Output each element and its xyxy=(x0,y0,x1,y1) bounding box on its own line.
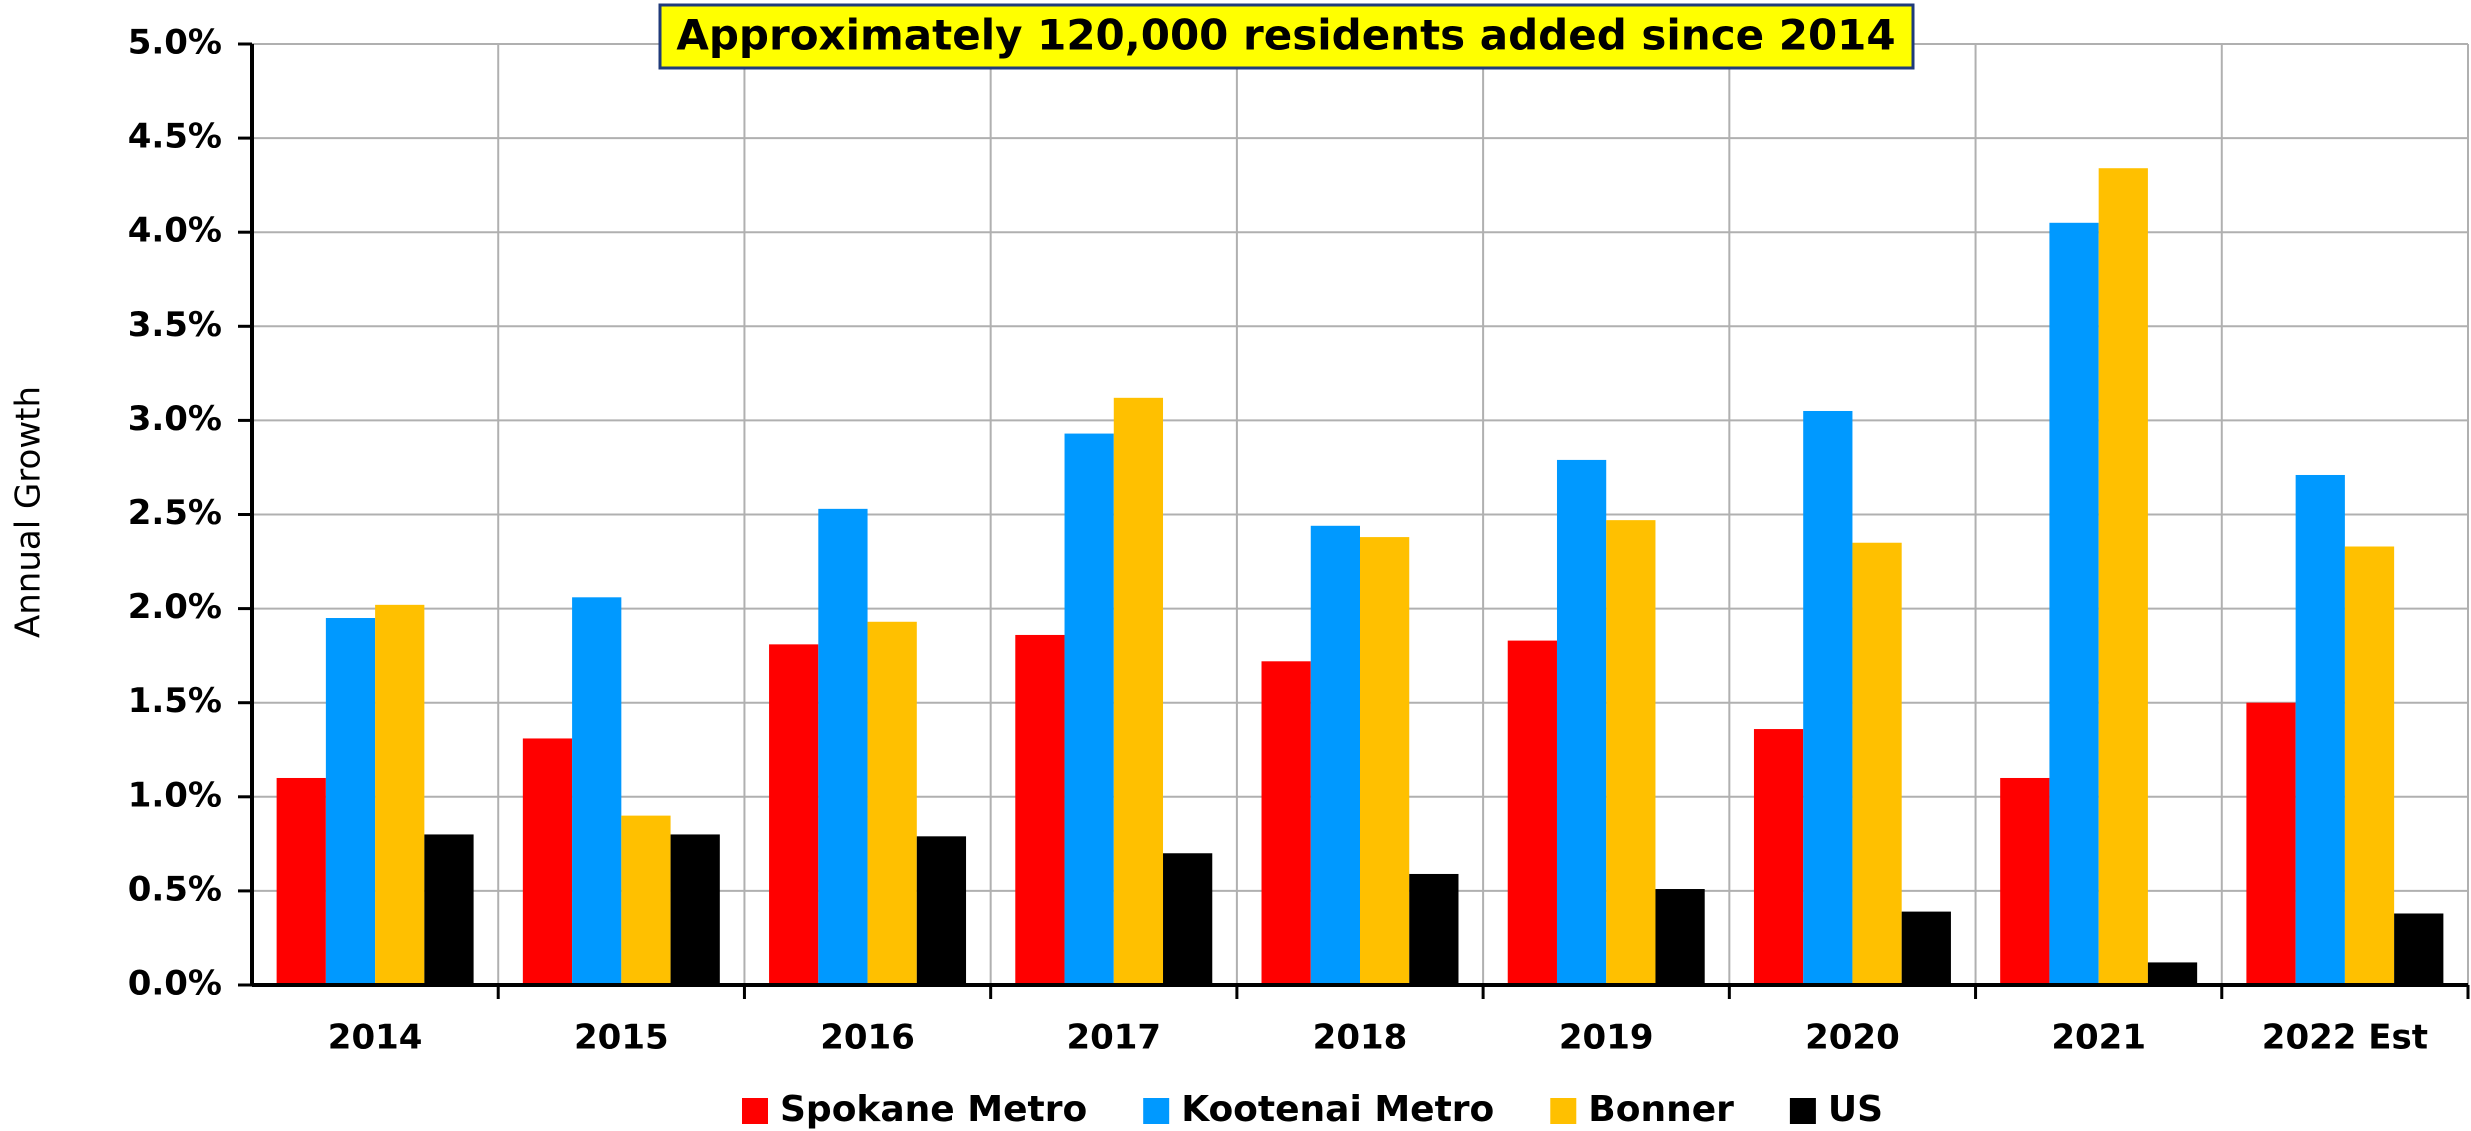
bar xyxy=(2246,702,2296,985)
legend-swatch xyxy=(1143,1098,1170,1124)
legend-label: US xyxy=(1828,1089,1883,1130)
bar xyxy=(2000,777,2050,985)
y-tick-label: 1.0% xyxy=(128,775,222,815)
bar xyxy=(1310,525,1360,985)
bar xyxy=(276,777,326,985)
x-tick-label: 2018 xyxy=(1313,1018,1408,1058)
legend-label: Bonner xyxy=(1588,1089,1734,1130)
bars xyxy=(276,168,2444,986)
x-tick-label: 2022 Est xyxy=(2262,1018,2428,1058)
y-tick-label: 1.5% xyxy=(128,681,222,721)
y-axis-label: Annual Growth xyxy=(9,386,49,638)
y-tick-label: 2.0% xyxy=(128,587,222,627)
bar xyxy=(1655,889,1705,985)
y-tick-label: 5.0% xyxy=(128,23,222,63)
bar xyxy=(916,836,967,985)
x-tick-label: 2021 xyxy=(2051,1018,2146,1058)
x-tick-label: 2019 xyxy=(1559,1018,1654,1058)
bar xyxy=(2344,546,2395,985)
legend-swatch xyxy=(1789,1098,1816,1124)
x-tick-label: 2020 xyxy=(1805,1018,1900,1058)
x-tick-label: 2015 xyxy=(574,1018,669,1058)
bar xyxy=(1409,873,1459,985)
bar xyxy=(769,644,819,985)
legend-swatch xyxy=(1550,1098,1577,1124)
bar xyxy=(572,597,622,985)
bar xyxy=(867,621,917,985)
bar xyxy=(2295,474,2345,985)
title-box xyxy=(658,3,1915,70)
bar xyxy=(1015,634,1065,985)
y-tick-label: 3.0% xyxy=(128,399,222,439)
bar xyxy=(1064,433,1114,986)
bar xyxy=(375,604,425,985)
bar xyxy=(1606,520,1656,985)
bar xyxy=(818,508,868,985)
bar xyxy=(1753,729,1804,985)
bar xyxy=(670,834,720,985)
bar xyxy=(1803,410,1853,985)
bar xyxy=(1852,542,1902,985)
y-tick-label: 4.0% xyxy=(128,211,222,251)
bar xyxy=(1901,911,1951,985)
bar xyxy=(522,738,573,985)
legend-label: Kootenai Metro xyxy=(1181,1089,1494,1130)
bar xyxy=(1360,537,1410,985)
x-tick-label: 2014 xyxy=(328,1018,423,1058)
bar xyxy=(424,834,474,985)
chart-title: Approximately 120,000 residents added si… xyxy=(676,11,1895,60)
bar xyxy=(1261,661,1311,985)
y-tick-label: 0.5% xyxy=(128,869,222,909)
bar xyxy=(621,815,671,985)
bar xyxy=(1507,640,1557,985)
y-tick-label: 3.5% xyxy=(128,305,222,345)
y-tick-label: 4.5% xyxy=(128,117,222,157)
bar xyxy=(2147,962,2198,985)
bar xyxy=(2098,168,2148,985)
bar xyxy=(2394,913,2444,985)
bar xyxy=(1163,853,1213,985)
bar xyxy=(2049,222,2099,986)
bar xyxy=(1556,459,1607,985)
y-tick-label: 0.0% xyxy=(128,964,222,1004)
x-tick-label: 2017 xyxy=(1066,1018,1161,1058)
bar xyxy=(325,618,376,985)
legend-label: Spokane Metro xyxy=(780,1089,1087,1130)
y-tick-label: 2.5% xyxy=(128,493,222,533)
x-tick-label: 2016 xyxy=(820,1018,915,1058)
bar xyxy=(1113,397,1164,985)
legend-swatch xyxy=(742,1098,768,1124)
